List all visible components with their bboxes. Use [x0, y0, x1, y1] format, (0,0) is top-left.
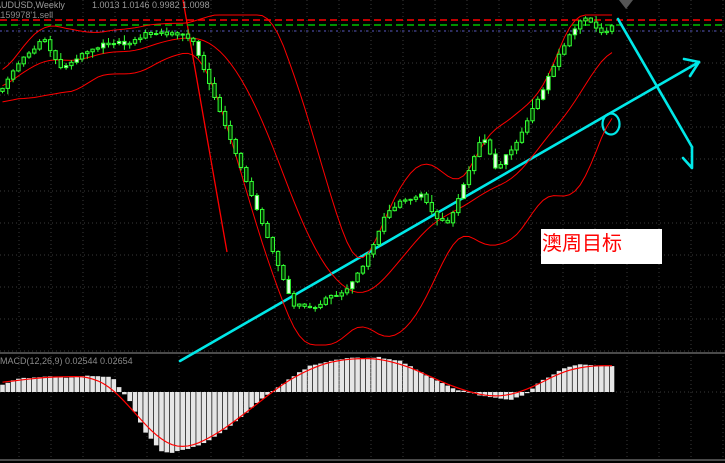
- svg-text:MACD(12,26,9) 0.02544 0.02654: MACD(12,26,9) 0.02544 0.02654: [0, 356, 133, 366]
- svg-text:1.0013 1.0146 0.9982 1.0098: 1.0013 1.0146 0.9982 1.0098: [92, 0, 210, 10]
- svg-text:AUDUSD,Weekly: AUDUSD,Weekly: [0, 0, 65, 10]
- svg-text:1159978'1.sell: 1159978'1.sell: [0, 10, 53, 20]
- svg-text:澳周目标: 澳周目标: [542, 232, 622, 255]
